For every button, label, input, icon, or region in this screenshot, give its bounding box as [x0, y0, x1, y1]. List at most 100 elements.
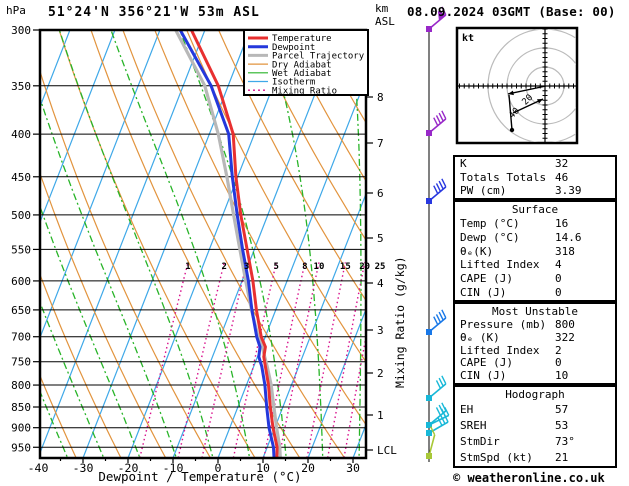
table-row: PW (cm) 3.39 [455, 184, 615, 198]
plot-border [38, 28, 368, 460]
legend-label-5: Isotherm [272, 78, 315, 88]
row-value: 4 [555, 258, 562, 272]
row-label: Pressure (mb) [460, 318, 547, 331]
svg-text:800: 800 [11, 379, 31, 392]
mixing-ratio-labels: 1 2 3 5 8 10 15 20 25 [185, 262, 385, 272]
svg-text:15: 15 [340, 262, 351, 272]
altitude-unit-label: km ASL [375, 2, 395, 28]
row-value: 16 [555, 217, 569, 230]
row-label: EH [460, 403, 474, 416]
mixing-ratio-lines [139, 262, 366, 458]
legend-label-2: Parcel Trajectory [272, 52, 365, 62]
svg-text:-20: -20 [118, 461, 139, 475]
svg-text:10: 10 [314, 262, 325, 272]
table-row: SREH 53 [455, 418, 615, 434]
table-row: CIN (J) 0 [455, 286, 615, 300]
svg-text:3: 3 [377, 324, 384, 337]
svg-text:1: 1 [185, 262, 190, 272]
svg-text:400: 400 [11, 128, 31, 141]
legend-label-1: Dewpoint [272, 43, 315, 53]
legend-label-0: Temperature [272, 34, 332, 44]
svg-text:500: 500 [11, 209, 31, 222]
datetime-label: 08.09.2024 03GMT (Base: 00) [407, 4, 616, 19]
svg-text:-40: -40 [28, 461, 49, 475]
altitude-axis: 8 7 6 5 4 3 2 1 LCL [366, 91, 397, 457]
info-table-section-2: Most Unstable Pressure (mb) 800 θₑ (K) 322 Li… [453, 302, 617, 385]
svg-text:-10: -10 [163, 461, 184, 475]
table-row: StmDir 73° [455, 434, 615, 450]
row-value: 53 [555, 419, 569, 432]
row-value: 10 [555, 369, 569, 383]
row-label: CIN (J) [460, 369, 507, 383]
row-label: CAPE (J) [460, 356, 513, 370]
row-label: Lifted Index [460, 343, 540, 357]
mixing-ratio-axis-title: Mixing Ratio (g/kg) [393, 256, 407, 388]
legend-label-6: Mixing Ratio [272, 86, 337, 96]
svg-text:7: 7 [377, 137, 384, 150]
table-row: Totals Totals 46 [455, 171, 615, 185]
svg-text:700: 700 [11, 331, 31, 344]
svg-text:2: 2 [221, 262, 226, 272]
table-row: StmSpd (kt) 21 [455, 450, 615, 466]
temperature-axis-title: Dewpoint / Temperature (°C) [98, 469, 301, 484]
temperature-axis: -40 -30 -20 -10 0 10 20 30 [28, 458, 360, 475]
svg-text:900: 900 [11, 422, 31, 435]
row-label: θₑ (K) [460, 330, 500, 344]
table-row: CIN (J) 10 [455, 369, 615, 383]
temperature-curve [190, 30, 279, 458]
dewpoint-curve [178, 30, 276, 458]
svg-text:450: 450 [11, 171, 31, 184]
row-label: K [460, 157, 467, 170]
svg-text:1: 1 [377, 409, 384, 422]
svg-text:-30: -30 [73, 461, 94, 475]
section-header: Hodograph [505, 388, 565, 401]
row-label: Dewp (°C) [460, 230, 520, 244]
row-value: 800 [555, 318, 575, 331]
svg-text:550: 550 [11, 243, 31, 256]
row-value: 3.39 [555, 184, 582, 198]
table-row: EH 57 [455, 402, 615, 418]
row-label: CIN (J) [460, 286, 507, 300]
row-label: StmSpd (kt) [460, 451, 533, 464]
svg-text:0: 0 [215, 461, 222, 475]
svg-text:20: 20 [359, 262, 370, 272]
svg-text:30: 30 [346, 461, 360, 475]
table-row: CAPE (J) 0 [455, 356, 615, 370]
section-header: Surface [511, 203, 559, 216]
row-value: 0 [555, 356, 562, 370]
table-row: Temp (°C) 16 [455, 217, 615, 231]
table-row: K 32 [455, 157, 615, 171]
svg-text:6: 6 [377, 187, 384, 200]
lcl-label: LCL [377, 444, 397, 457]
table-row: Dewp (°C) 14.6 [455, 231, 615, 245]
legend-label-3: Dry Adiabat [272, 60, 332, 70]
credit-footer: © weatheronline.co.uk [453, 471, 605, 485]
row-label: Lifted Index [460, 258, 540, 272]
svg-text:25: 25 [375, 262, 386, 272]
svg-text:3: 3 [244, 262, 249, 272]
info-table-section-0: K 32 Totals Totals 46 PW (cm) 3.39 [453, 155, 617, 200]
row-value: 32 [555, 157, 569, 170]
row-value: 57 [555, 403, 569, 416]
svg-text:5: 5 [274, 262, 279, 272]
svg-text:600: 600 [11, 275, 31, 288]
svg-text:8: 8 [302, 262, 307, 272]
row-label: CAPE (J) [460, 272, 513, 286]
svg-text:750: 750 [11, 356, 31, 369]
row-value: 0 [555, 272, 562, 286]
svg-text:850: 850 [11, 401, 31, 414]
table-row: CAPE (J) 0 [455, 272, 615, 286]
row-value: 21 [555, 451, 569, 464]
row-value: 0 [555, 286, 562, 300]
pressure-unit-label: hPa [6, 4, 26, 17]
svg-text:8: 8 [377, 91, 384, 104]
row-value: 73° [555, 435, 575, 448]
row-value: 322 [555, 330, 575, 344]
row-label: PW (cm) [460, 184, 507, 198]
svg-text:20: 20 [301, 461, 315, 475]
svg-text:2: 2 [377, 367, 384, 380]
